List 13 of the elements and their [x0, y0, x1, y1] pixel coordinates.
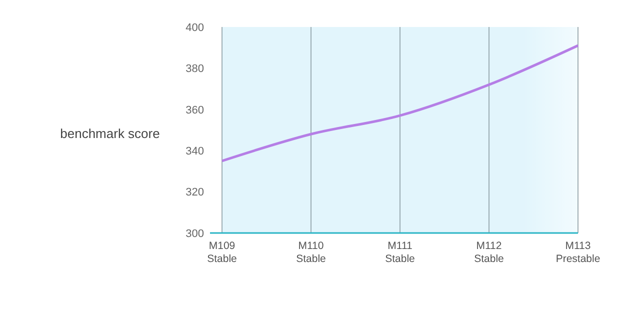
y-tick-label: 400 — [186, 22, 204, 34]
y-axis-title: benchmark score — [60, 126, 160, 141]
y-tick-label: 340 — [186, 145, 204, 158]
y-tick-label: 360 — [186, 104, 204, 116]
x-tick-label: M111 Stable — [385, 240, 416, 265]
x-tick-label: M112 Stable — [474, 240, 504, 265]
y-tick-label: 320 — [186, 186, 204, 199]
x-tick-label: M113 Prestable — [556, 240, 600, 265]
line-series — [220, 44, 580, 162]
x-tick-label: M110 Stable — [296, 240, 326, 265]
x-tick-label: M109 Stable — [207, 240, 238, 265]
y-tick-label: 380 — [186, 63, 204, 76]
y-tick-label: 300 — [186, 228, 204, 240]
